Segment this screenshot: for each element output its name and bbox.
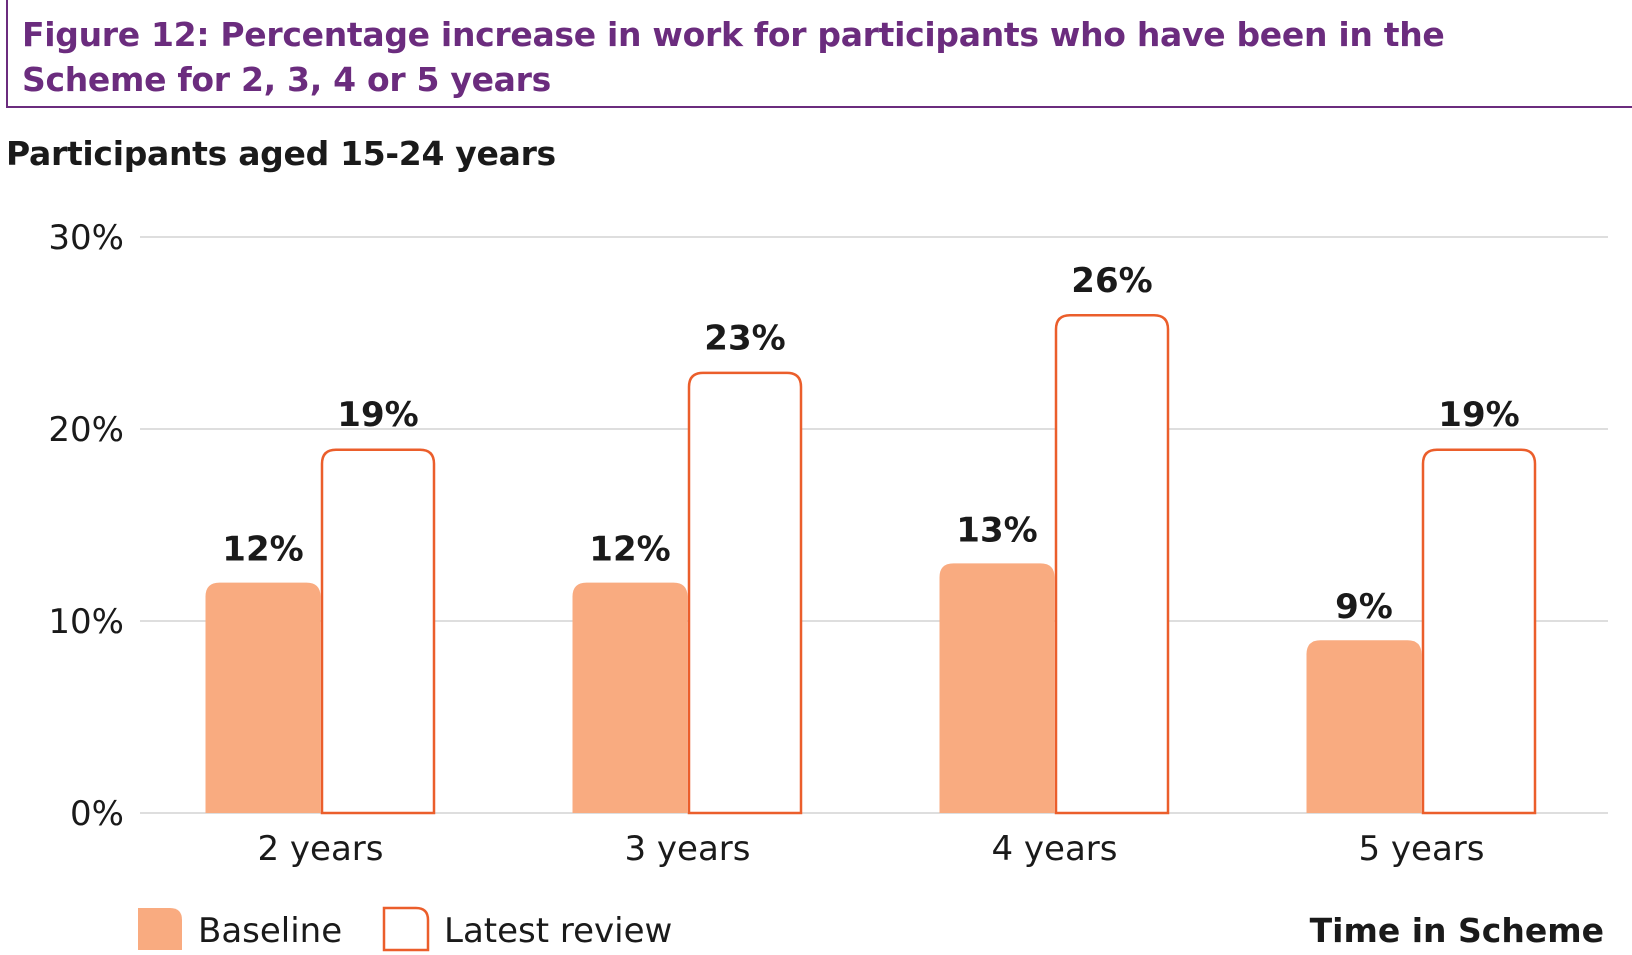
x-category-label: 2 years (257, 829, 383, 869)
bar-latest-review (1421, 448, 1537, 815)
y-tick-label: 30% (48, 218, 124, 258)
bar-latest-review (320, 448, 436, 815)
chart-title: Participants aged 15-24 years (6, 134, 556, 173)
x-category-label: 4 years (991, 829, 1117, 869)
legend-swatch-latest-review (382, 906, 430, 952)
bar-baseline (205, 582, 321, 813)
y-tick-label: 20% (48, 410, 124, 450)
bar-latest-review (1054, 314, 1170, 815)
bar-latest-review (687, 371, 803, 815)
bar-baseline (572, 582, 688, 813)
legend-swatch-baseline (138, 908, 182, 950)
figure-header: Figure 12: Percentage increase in work f… (6, 0, 1632, 108)
bar-baseline (939, 563, 1055, 813)
x-category-label: 5 years (1358, 829, 1484, 869)
data-label: 13% (956, 510, 1037, 550)
y-tick-label: 10% (48, 602, 124, 642)
x-axis-label: Time in Scheme (1310, 911, 1604, 950)
data-label: 23% (704, 318, 785, 358)
data-label: 19% (337, 395, 418, 435)
legend-label-latest-review: Latest review (444, 911, 672, 951)
data-label: 12% (222, 530, 303, 570)
data-label: 19% (1438, 395, 1519, 435)
data-label: 26% (1071, 261, 1152, 301)
x-category-label: 3 years (624, 829, 750, 869)
legend-label-baseline: Baseline (198, 911, 342, 951)
data-label: 12% (589, 530, 670, 570)
bar-baseline (1306, 640, 1422, 813)
data-label: 9% (1335, 587, 1393, 627)
figure-title: Figure 12: Percentage increase in work f… (22, 15, 1445, 99)
y-tick-label: 0% (70, 794, 124, 834)
